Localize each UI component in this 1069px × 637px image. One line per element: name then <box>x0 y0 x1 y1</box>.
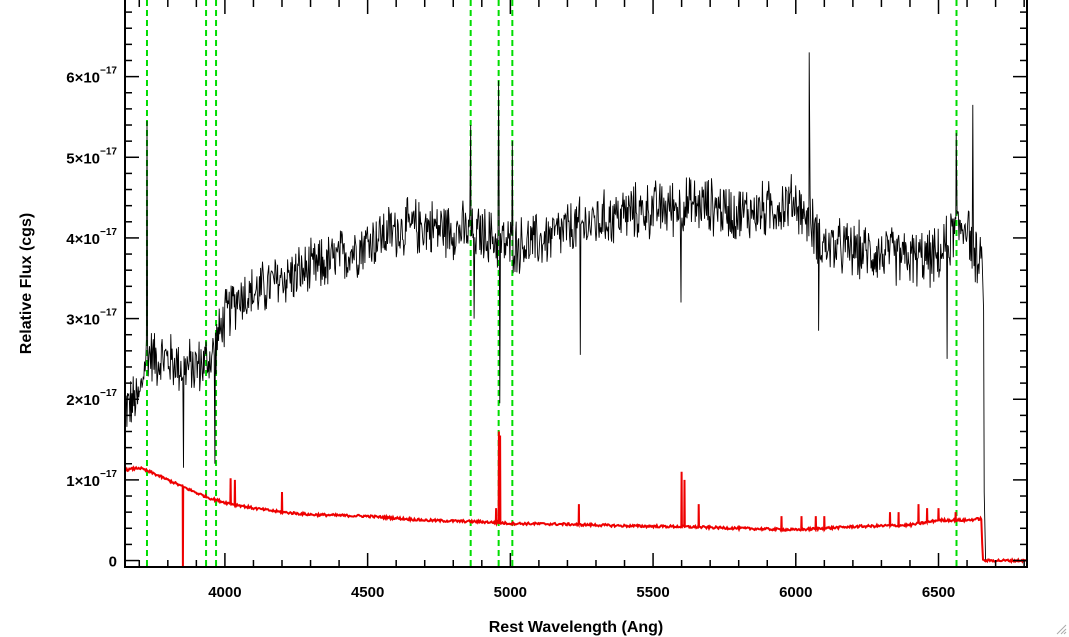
x-tick-label: 4500 <box>351 584 384 601</box>
x-axis-label: Rest Wavelength (Ang) <box>489 619 664 636</box>
x-tick-label: 5000 <box>494 584 527 601</box>
plot-frame <box>124 0 1028 568</box>
y-tick-labels: 0 1×10−17 2×10−17 3×10−17 4×10−17 5×10−17 6×10… <box>66 66 117 571</box>
x-tick-label: 6000 <box>779 584 812 601</box>
series-model-spectrum <box>125 431 1027 567</box>
y-tick-label: 6×10−17 <box>66 66 117 87</box>
y-tick-label: 4×10−17 <box>66 227 117 248</box>
series-observed-spectrum <box>125 52 987 561</box>
x-tick-label: 5500 <box>636 584 669 601</box>
axis-ticks <box>125 0 1027 567</box>
resize-grip-icon[interactable] <box>1055 623 1067 635</box>
spectrum-series <box>125 52 1027 567</box>
x-tick-label: 4000 <box>208 584 241 601</box>
y-tick-label: 1×10−17 <box>66 469 117 490</box>
y-tick-label: 2×10−17 <box>66 388 117 409</box>
y-tick-label: 0 <box>109 554 117 571</box>
y-tick-label: 5×10−17 <box>66 146 117 167</box>
x-tick-label: 6500 <box>922 584 955 601</box>
emission-line-markers <box>145 0 958 567</box>
x-tick-labels: 4000 4500 5000 5500 6000 6500 <box>208 584 955 601</box>
y-axis-label: Relative Flux (cgs) <box>18 213 35 354</box>
y-tick-label: 3×10−17 <box>66 308 117 329</box>
